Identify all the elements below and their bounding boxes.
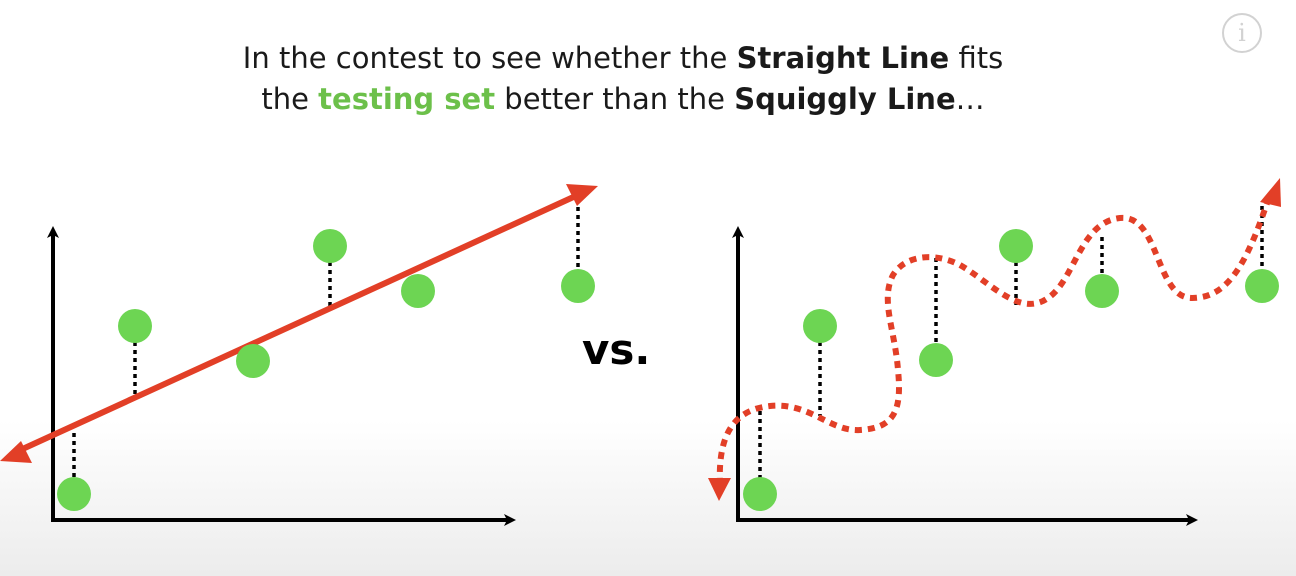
- info-icon[interactable]: i: [1222, 13, 1262, 53]
- caption-text: fits: [949, 41, 1004, 75]
- testing-point: [561, 269, 595, 303]
- right-panel: [708, 178, 1281, 526]
- testing-point: [919, 343, 953, 377]
- caption-line-2: the testing set better than the Squiggly…: [0, 79, 1246, 120]
- left-residuals: [72, 207, 580, 480]
- testing-point: [1245, 269, 1279, 303]
- right-testing-points: [743, 229, 1279, 511]
- squiggly-line-fit: [708, 178, 1281, 501]
- testing-point: [401, 274, 435, 308]
- testing-point: [999, 229, 1033, 263]
- caption: In the contest to see whether the Straig…: [0, 38, 1246, 120]
- squiggly-line: [716, 199, 1271, 486]
- vs-label: vs.: [582, 325, 651, 374]
- testing-point: [236, 344, 270, 378]
- testing-point: [57, 477, 91, 511]
- caption-text: better than the: [495, 82, 735, 116]
- straight-line-fit: [0, 184, 598, 463]
- caption-text: In the contest to see whether the: [242, 41, 737, 75]
- caption-line-1: In the contest to see whether the Straig…: [0, 38, 1246, 79]
- testing-point: [1085, 274, 1119, 308]
- squiggly-line-arrow-end: [1260, 178, 1281, 207]
- testing-point: [743, 477, 777, 511]
- testing-set-term: testing set: [318, 82, 496, 116]
- squiggly-line-arrow-start: [708, 478, 731, 501]
- straight-line: [14, 191, 582, 455]
- left-testing-points: [57, 229, 595, 511]
- testing-point: [313, 229, 347, 263]
- straight-line-term: Straight Line: [736, 41, 950, 75]
- squiggly-line-term: Squiggly Line: [734, 82, 956, 116]
- caption-text: the: [261, 82, 319, 116]
- caption-text: …: [955, 82, 985, 116]
- straight-line-arrow-end: [566, 184, 598, 206]
- left-panel: [0, 184, 598, 526]
- straight-line-arrow-start: [0, 441, 32, 463]
- testing-point: [803, 309, 837, 343]
- testing-point: [118, 309, 152, 343]
